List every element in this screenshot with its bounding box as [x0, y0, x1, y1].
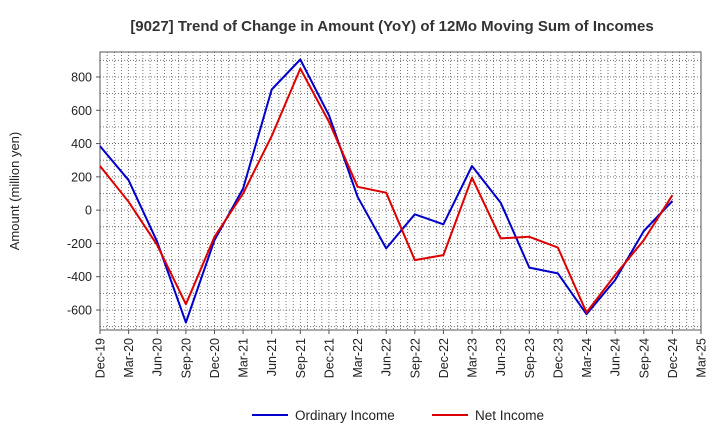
x-tick-label: Jun-22: [380, 338, 394, 376]
x-tick-label: Sep-22: [408, 338, 422, 378]
x-tick-label: Mar-21: [237, 338, 251, 378]
legend-label-net-income: Net Income: [475, 408, 544, 423]
x-tick-label: Dec-24: [666, 338, 680, 378]
x-tick-label: Mar-22: [351, 338, 365, 378]
y-axis-label: Amount (million yen): [7, 132, 22, 251]
x-tick-label: Dec-19: [94, 338, 108, 378]
y-tick-label: 400: [71, 137, 92, 151]
y-tick-label: 0: [85, 204, 92, 218]
x-tick-label: Jun-21: [265, 338, 279, 376]
chart-title: [9027] Trend of Change in Amount (YoY) o…: [130, 18, 653, 35]
y-tick-label: 800: [71, 70, 92, 84]
y-tick-label: -400: [67, 270, 92, 284]
series-line-ordinary-income: [99, 58, 674, 324]
x-tick-label: Mar-23: [466, 338, 480, 378]
x-tick-label: Dec-20: [208, 338, 222, 378]
legend-label-ordinary-income: Ordinary Income: [295, 408, 395, 423]
x-tick-label: Sep-24: [637, 338, 651, 378]
series-line-net-income: [99, 67, 674, 314]
y-tick-label: -600: [67, 304, 92, 318]
x-tick-label: Dec-22: [437, 338, 451, 378]
x-tick-label: Dec-21: [322, 338, 336, 378]
plot-area: 800 600 400 200 0 -200 -400 -600 Dec-19 Mar-20 Jun…: [67, 51, 709, 378]
y-tick-label: -200: [67, 237, 92, 251]
x-tick-label: Sep-23: [523, 338, 537, 378]
x-tick-label: Mar-20: [122, 338, 136, 378]
x-tick-label: Mar-24: [580, 338, 594, 378]
x-tick-label: Jun-20: [151, 338, 165, 376]
x-tick-label: Jun-24: [609, 338, 623, 376]
x-tick-label: Sep-20: [179, 338, 193, 378]
legend: Ordinary Income Net Income: [252, 408, 544, 423]
x-tick-label: Mar-25: [695, 338, 709, 378]
y-tick-label: 600: [71, 104, 92, 118]
x-tick-label: Dec-23: [551, 338, 565, 378]
y-tick-label: 200: [71, 170, 92, 184]
x-tick-label: Jun-23: [494, 338, 508, 376]
x-tick-label: Sep-21: [294, 338, 308, 378]
